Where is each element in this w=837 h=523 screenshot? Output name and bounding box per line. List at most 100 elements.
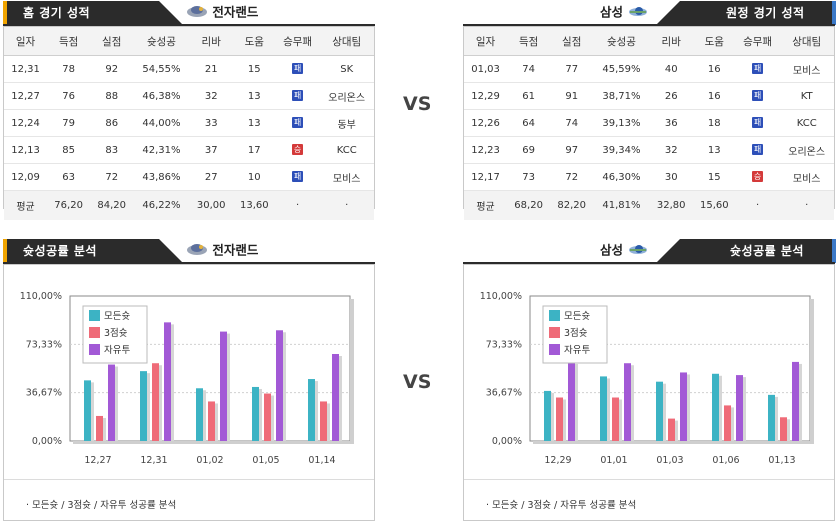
table-cell: 92 <box>90 55 134 83</box>
table-cell: 74 <box>550 109 594 137</box>
result-badge-cell: 패 <box>275 55 320 83</box>
column-header: 득점 <box>47 27 91 56</box>
table-cell: 32 <box>649 136 693 164</box>
result-badge-cell: 패 <box>275 109 320 137</box>
table-row: 12,09 63 72 43,86% 27 10 패 모비스 <box>4 163 374 191</box>
result-badge-cell: 패 <box>735 109 780 137</box>
table-cell: 16 <box>692 82 736 110</box>
table-row: 12,29 61 91 38,71% 26 16 패 KT <box>464 82 834 110</box>
table-row: 12,17 73 72 46,30% 30 15 승 모비스 <box>464 163 834 191</box>
loss-badge: 패 <box>752 63 764 75</box>
table-cell: 64 <box>507 109 551 137</box>
column-header: 도움 <box>232 27 276 56</box>
y-tick-label: 36,67% <box>26 388 62 399</box>
y-tick-label: 73,33% <box>486 339 522 350</box>
bar <box>680 372 687 441</box>
legend-label: 3점슛 <box>104 327 128 339</box>
table-cell: 모비스 <box>779 163 834 191</box>
away-team-label: 삼성 <box>600 4 649 22</box>
x-tick-label: 01,02 <box>196 455 223 466</box>
home-chart-note: · 모든슛 / 3점슛 / 자유투 성공률 분석 <box>26 500 177 511</box>
bar <box>712 373 719 441</box>
home-record-header: 홈 경기 성적 <box>3 1 183 25</box>
home-team-label: 전자랜드 <box>186 4 258 22</box>
y-tick-label: 36,67% <box>486 388 522 399</box>
table-cell: 61 <box>507 82 551 110</box>
home-shooting-chart: 0,00% 36,67% 73,33% 110,00% 12,27 12,31 01,02 0… <box>20 291 354 466</box>
table-row: 12,23 69 97 39,34% 32 13 패 오리온스 <box>464 136 834 164</box>
plot-shadow <box>810 299 814 444</box>
away-chart-note: · 모든슛 / 3점슛 / 자유투 성공률 분석 <box>486 500 637 511</box>
column-header: 승무패 <box>735 27 780 56</box>
table-cell: 12,13 <box>4 136 48 164</box>
bar <box>780 417 787 441</box>
table-row: 12,31 78 92 54,55% 21 15 패 SK <box>4 55 374 83</box>
away-chart-panel: 0,00% 36,67% 73,33% 110,00% 12,29 01,01 01,03 0… <box>463 264 835 521</box>
table-cell: 27 <box>189 163 233 191</box>
result-badge-cell: 패 <box>275 82 320 110</box>
table-cell: 15 <box>692 163 736 191</box>
result-badge-cell: 패 <box>735 55 780 83</box>
table-row: 12,13 85 83 42,31% 37 17 승 KCC <box>4 136 374 164</box>
bar <box>724 405 731 441</box>
legend-swatch <box>549 327 560 338</box>
table-cell: 46,38% <box>133 82 190 110</box>
average-cell: 15,60 <box>692 190 736 220</box>
bar <box>96 415 103 441</box>
table-cell: 오리온스 <box>779 136 834 164</box>
bar <box>768 394 775 441</box>
average-cell: 평균 <box>464 190 508 220</box>
table-cell: SK <box>319 55 374 83</box>
loss-badge: 패 <box>292 63 304 75</box>
table-cell: 17 <box>232 136 276 164</box>
win-badge: 승 <box>752 171 764 183</box>
table-cell: 37 <box>189 136 233 164</box>
table-cell: 12,24 <box>4 109 48 137</box>
table-cell: 12,27 <box>4 82 48 110</box>
table-cell: 21 <box>189 55 233 83</box>
table-cell: 모비스 <box>319 163 374 191</box>
legend-label: 모든슛 <box>104 311 130 322</box>
header-tab-shape <box>7 239 183 263</box>
bar <box>164 322 171 441</box>
plot-shadow <box>73 441 353 444</box>
table-cell: 76 <box>47 82 91 110</box>
table-cell: 72 <box>90 163 134 191</box>
result-badge-cell: 패 <box>275 163 320 191</box>
column-header: 슛성공 <box>593 27 650 56</box>
bar <box>308 379 315 441</box>
table-cell: 44,00% <box>133 109 190 137</box>
average-cell: 평균 <box>4 190 48 220</box>
team-logo-icon <box>627 4 649 22</box>
table-cell: 33 <box>189 109 233 137</box>
table-cell: KCC <box>779 109 834 137</box>
x-tick-label: 01,01 <box>600 455 627 466</box>
table-cell: 12,17 <box>464 163 508 191</box>
bar <box>276 330 283 441</box>
result-badge-cell: 패 <box>735 136 780 164</box>
table-cell: 12,23 <box>464 136 508 164</box>
average-cell: 30,00 <box>189 190 233 220</box>
legend-swatch <box>549 310 560 321</box>
table-row: 01,03 74 77 45,59% 40 16 패 모비스 <box>464 55 834 83</box>
header-tab-shape <box>7 1 183 25</box>
table-cell: 43,86% <box>133 163 190 191</box>
bar <box>736 375 743 441</box>
team-logo-icon <box>186 4 208 22</box>
column-header: 실점 <box>550 27 594 56</box>
table-cell: 12,26 <box>464 109 508 137</box>
table-cell: 13 <box>692 136 736 164</box>
x-tick-label: 01,03 <box>656 455 683 466</box>
table-cell: 18 <box>692 109 736 137</box>
bar <box>208 401 215 441</box>
home-record-title: 홈 경기 성적 <box>23 6 91 20</box>
table-cell: 45,59% <box>593 55 650 83</box>
away-chart-team-label: 삼성 <box>600 242 649 260</box>
table-cell: 54,55% <box>133 55 190 83</box>
y-tick-label: 0,00% <box>32 436 62 447</box>
y-tick-label: 0,00% <box>492 436 522 447</box>
column-header: 리바 <box>189 27 233 56</box>
legend-label: 모든슛 <box>564 311 590 322</box>
column-header: 상대팀 <box>779 27 834 56</box>
y-tick-label: 110,00% <box>20 291 62 302</box>
